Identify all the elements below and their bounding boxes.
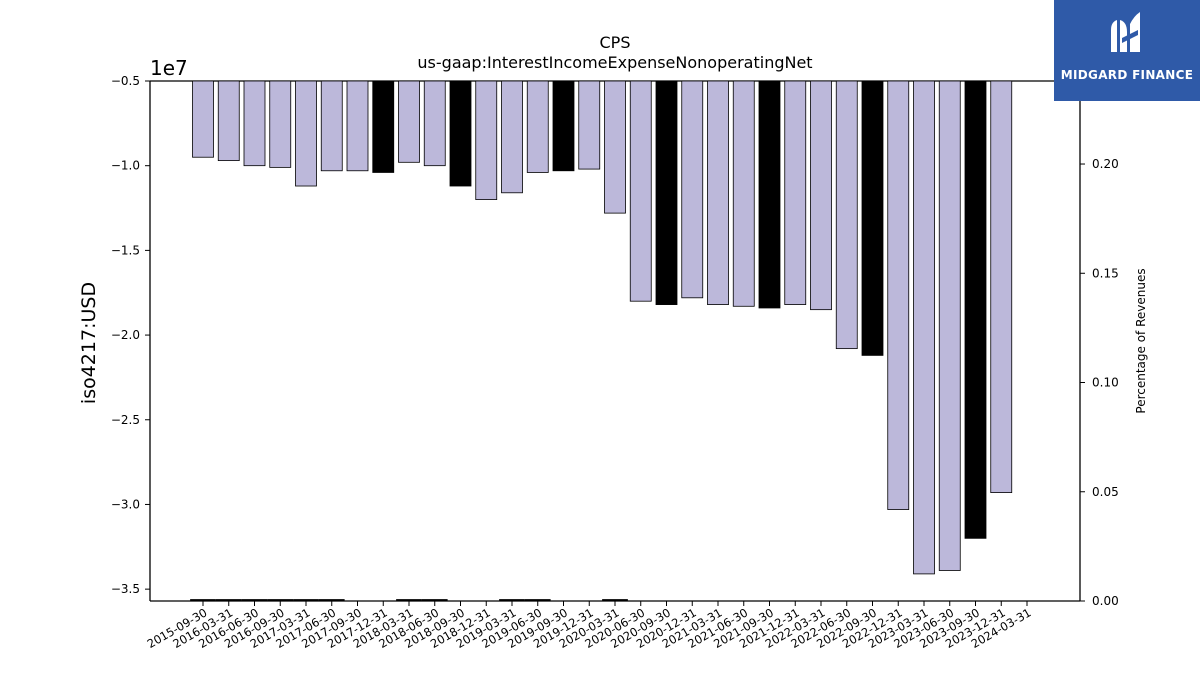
bar [552,80,575,172]
y-tick-label: −2.5 [111,413,140,427]
bar [398,80,420,163]
bar [217,80,240,162]
y-tick-label: −0.5 [111,74,140,88]
bar [372,80,395,173]
bar [346,80,369,172]
bar [449,80,472,187]
bar [320,80,343,172]
plot-area: −0.5 −1.0 −1.5 −2.0 −2.5 −3.0 −3.5 0.20 0.15 0.10… [111,74,1119,651]
bar [604,80,626,214]
midgard-logo-icon [1111,12,1140,52]
y2-tick-label: 0.10 [1092,376,1119,390]
logo: MIDGARD FINANCE [1054,0,1200,101]
y-offset-label: 1e7 [150,56,188,80]
bar [423,80,446,167]
bar [269,80,292,168]
bar [578,80,601,170]
logo-brand: MIDGARD FINANCE [1060,68,1194,82]
chart-subtitle: us-gaap:InterestIncomeExpenseNonoperatin… [417,53,812,72]
chart-title: CPS [600,33,631,52]
bar [192,80,214,158]
bar [655,80,678,305]
bar [243,80,266,167]
bar [810,80,832,311]
bar [707,80,729,305]
bar [835,80,858,350]
bar [938,80,961,571]
y2-tick-label: 0.05 [1092,485,1119,499]
bar [295,80,317,187]
y2-tick-label: 0.00 [1092,594,1119,608]
bar [990,80,1013,493]
y-tick-label: −2.0 [111,328,140,342]
bar [887,80,910,510]
y-tick-label: −1.5 [111,243,140,257]
y2-tick-label: 0.15 [1092,266,1119,280]
y-tick-label: −3.5 [111,582,140,596]
bar [861,80,884,356]
bar [681,80,704,299]
bar [475,80,498,200]
bar [732,80,755,307]
bar [913,80,935,575]
y-tick-label: −1.0 [111,159,140,173]
bar [526,80,549,173]
y-tick-label: −3.0 [111,497,140,511]
y2-tick-label: 0.20 [1092,157,1119,171]
bar [784,80,807,305]
y2-axis-label: Percentage of Revenues [1134,268,1148,413]
bar [758,80,781,309]
y-axis-label: iso4217:USD [78,282,100,404]
bar [964,80,987,539]
bar [501,80,523,194]
bar [629,80,652,302]
